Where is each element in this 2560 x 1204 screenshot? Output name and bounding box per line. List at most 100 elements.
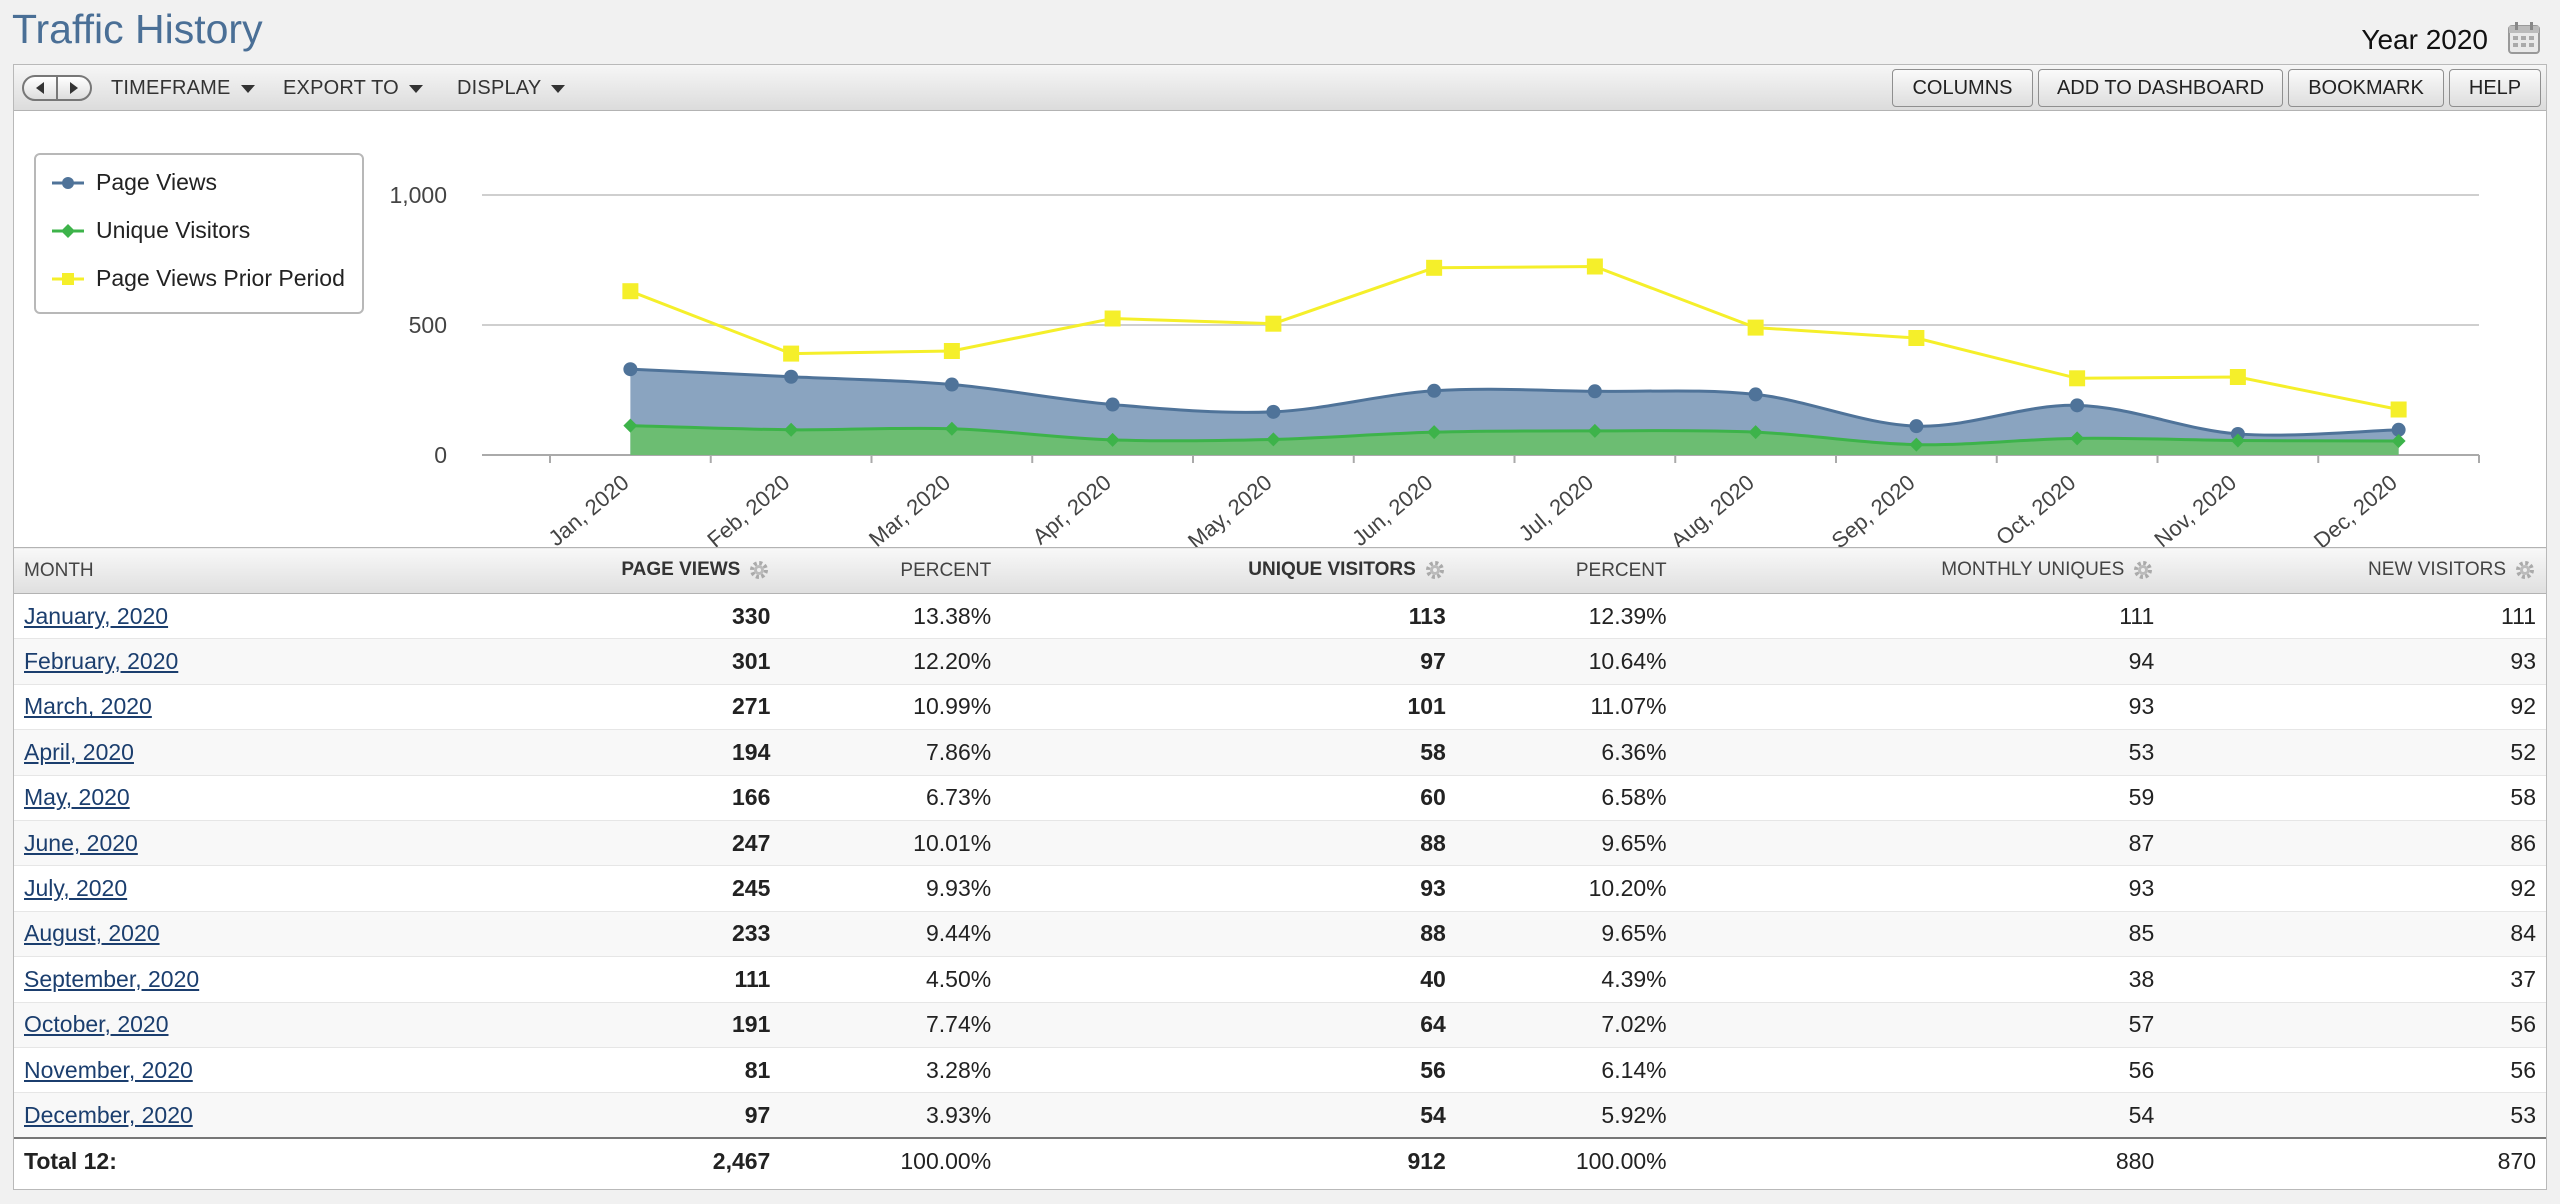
page-title: Traffic History [12, 6, 263, 52]
unique-visitors-point [623, 418, 638, 433]
export-label: EXPORT TO [283, 77, 399, 99]
legend-label: Unique Visitors [96, 217, 251, 243]
gear-icon[interactable] [748, 559, 770, 581]
page-views-point [1427, 383, 1442, 398]
monthly-uniques-cell: 56 [2128, 1056, 2155, 1083]
x-tick-label: May, 2020 [1183, 470, 1277, 547]
column-header-month[interactable]: MONTH [14, 547, 344, 594]
month-link[interactable]: April, 2020 [24, 738, 134, 765]
bookmark-button[interactable]: BOOKMARK [2288, 69, 2444, 107]
calendar-icon[interactable] [2506, 20, 2542, 56]
column-header-percent[interactable]: PERCENT [780, 547, 1002, 594]
month-link[interactable]: October, 2020 [24, 1011, 169, 1038]
new-visitors-cell: 84 [2510, 920, 2536, 947]
column-header-page-views[interactable]: PAGE VIEWS [343, 547, 781, 594]
add-to-dashboard-button[interactable]: ADD TO DASHBOARD [2038, 69, 2283, 107]
legend-label: Page Views Prior Period [96, 265, 345, 291]
prior-period-point [2390, 401, 2407, 418]
month-cell: July, 2020 [14, 866, 344, 911]
month-link[interactable]: November, 2020 [24, 1056, 193, 1083]
new-visitors-cell: 53 [2510, 1101, 2536, 1128]
help-button[interactable]: HELP [2449, 69, 2541, 107]
table-row: December, 2020 97 3.93% 54 5.92% 54 53 [14, 1092, 2546, 1139]
column-header-percent[interactable]: PERCENT [1455, 547, 1677, 594]
gear-icon[interactable] [1424, 559, 1446, 581]
prev-period-button[interactable] [24, 77, 56, 99]
percent-cell: 6.73% [925, 784, 992, 811]
table-row: May, 2020 166 6.73% 60 6.58% 59 58 [14, 775, 2546, 821]
column-header-monthly-uniques[interactable]: MONTHLY UNIQUES [1676, 547, 2165, 594]
month-link[interactable]: June, 2020 [24, 829, 138, 856]
chevron-down-icon [240, 84, 255, 93]
new-visitors-cell: 52 [2510, 738, 2536, 765]
monthly-uniques-cell: 54 [2128, 1101, 2155, 1128]
total-label: Total 12: [14, 1137, 344, 1185]
prior-period-point [1586, 258, 1603, 275]
percent-cell: 7.74% [925, 1011, 992, 1038]
y-tick-label: 0 [434, 442, 447, 468]
x-tick-label: Feb, 2020 [702, 470, 794, 547]
percent-cell: 11.07% [1590, 693, 1667, 720]
month-cell: February, 2020 [14, 639, 344, 684]
new-visitors-cell: 56 [2510, 1056, 2536, 1083]
x-tick-label: Oct, 2020 [1991, 470, 2080, 547]
month-link[interactable]: September, 2020 [24, 965, 200, 992]
month-link[interactable]: July, 2020 [24, 875, 128, 902]
gear-icon[interactable] [2132, 559, 2154, 581]
percent-cell: 9.65% [1601, 829, 1667, 856]
chevron-down-icon [551, 84, 566, 93]
total-page-views: 2,467 [343, 1137, 781, 1185]
legend-item-page-views[interactable]: Page Views [50, 169, 217, 196]
unique-visitors-cell: 54 [1420, 1101, 1446, 1128]
percent-cell: 6.14% [1601, 1056, 1667, 1083]
month-link[interactable]: January, 2020 [24, 602, 169, 629]
month-link[interactable]: February, 2020 [24, 648, 179, 675]
unique-visitors-cell: 88 [1420, 920, 1446, 947]
x-tick-label: Dec, 2020 [2309, 470, 2402, 547]
timeframe-menu[interactable]: TIMEFRAME [111, 77, 255, 100]
month-cell: November, 2020 [14, 1047, 344, 1092]
month-link[interactable]: August, 2020 [24, 920, 160, 947]
chart-canvas: 0 500 1,000 Jan, 2020 Feb, 2020 Mar, 2020 Apr,… [389, 182, 2480, 547]
percent-cell: 4.39% [1601, 965, 1667, 992]
month-cell: May, 2020 [14, 775, 344, 820]
x-tick-label: Apr, 2020 [1028, 470, 1116, 547]
column-header-new-visitors[interactable]: NEW VISITORS [2164, 547, 2546, 594]
month-link[interactable]: December, 2020 [24, 1101, 193, 1128]
unique-visitors-point [944, 421, 959, 436]
export-menu[interactable]: EXPORT TO [283, 77, 423, 100]
total-unique-visitors: 912 [1001, 1137, 1456, 1185]
percent-cell: 3.28% [925, 1056, 992, 1083]
monthly-uniques-cell: 85 [2128, 920, 2155, 947]
page-views-point [944, 377, 959, 392]
column-header-unique-visitors[interactable]: UNIQUE VISITORS [1001, 547, 1456, 594]
unique-visitors-cell: 56 [1420, 1056, 1446, 1083]
unique-visitors-point [2070, 431, 2085, 446]
page-views-point [2070, 398, 2085, 413]
table-row: October, 2020 191 7.74% 64 7.02% 57 56 [14, 1002, 2546, 1048]
prior-period-point [1426, 259, 1443, 276]
legend-item-prior-period[interactable]: Page Views Prior Period [50, 265, 345, 292]
page-views-cell: 245 [731, 875, 771, 902]
month-link[interactable]: March, 2020 [24, 693, 152, 720]
x-tick-label: Aug, 2020 [1666, 470, 1759, 547]
prior-period-point [943, 343, 960, 359]
legend-item-unique-visitors[interactable]: Unique Visitors [50, 217, 250, 244]
columns-button[interactable]: COLUMNS [1892, 69, 2033, 107]
month-cell: August, 2020 [14, 911, 344, 956]
x-tick-label: Jul, 2020 [1514, 470, 1598, 547]
page-views-cell: 194 [731, 738, 771, 765]
total-new-visitors: 870 [2164, 1137, 2546, 1185]
report-panel: TIMEFRAME EXPORT TO DISPLAY COLUMNS ADD … [13, 64, 2547, 1190]
gear-icon[interactable] [2514, 559, 2536, 581]
next-period-button[interactable] [56, 77, 90, 99]
month-link[interactable]: May, 2020 [24, 784, 130, 811]
period-nav [22, 75, 92, 101]
unique-visitors-point [2391, 433, 2406, 448]
total-percent: 100.00% [1455, 1137, 1677, 1185]
display-menu[interactable]: DISPLAY [457, 77, 566, 100]
table-row: June, 2020 247 10.01% 88 9.65% 87 86 [14, 820, 2546, 866]
percent-cell: 6.58% [1601, 784, 1667, 811]
percent-cell: 13.38% [913, 602, 992, 629]
page-views-cell: 301 [731, 648, 771, 675]
